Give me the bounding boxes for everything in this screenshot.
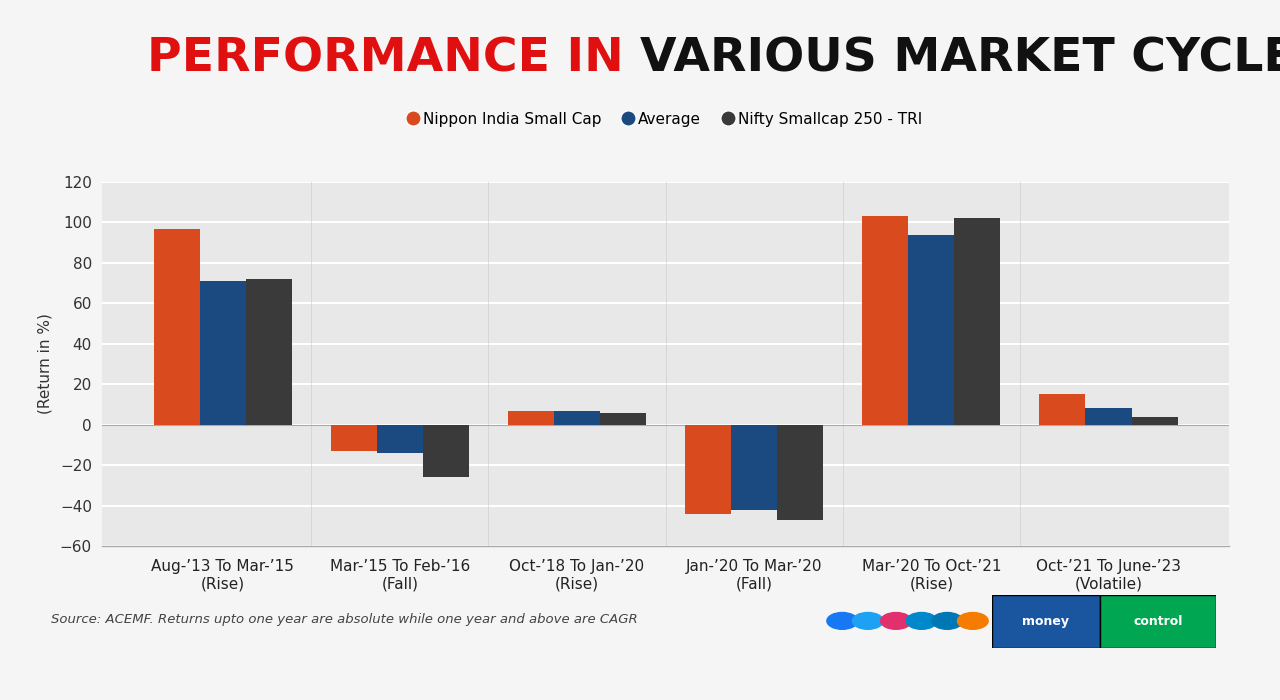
- Bar: [731, 425, 777, 510]
- Bar: [508, 410, 554, 425]
- Bar: [422, 425, 468, 477]
- Legend: Nippon India Small Cap, Average, Nifty Smallcap 250 - TRI: Nippon India Small Cap, Average, Nifty S…: [403, 106, 928, 133]
- Bar: [1085, 409, 1132, 425]
- Bar: [955, 218, 1001, 425]
- Text: PERFORMANCE IN: PERFORMANCE IN: [147, 37, 640, 82]
- Bar: [777, 425, 823, 519]
- FancyBboxPatch shape: [992, 595, 1100, 648]
- Bar: [376, 425, 422, 453]
- Text: control: control: [1133, 615, 1183, 628]
- Y-axis label: (Return in %): (Return in %): [38, 314, 52, 414]
- Bar: [154, 228, 200, 425]
- Text: VARIOUS MARKET CYCLES: VARIOUS MARKET CYCLES: [640, 37, 1280, 82]
- Bar: [246, 279, 292, 425]
- Bar: [909, 234, 955, 425]
- Bar: [600, 412, 646, 425]
- FancyBboxPatch shape: [1100, 595, 1216, 648]
- Bar: [685, 425, 731, 514]
- Bar: [200, 281, 246, 425]
- Text: Source: ACEMF. Returns upto one year are absolute while one year and above are C: Source: ACEMF. Returns upto one year are…: [51, 613, 637, 626]
- Text: money: money: [1023, 615, 1069, 628]
- Bar: [1132, 416, 1178, 425]
- Bar: [1039, 394, 1085, 425]
- Bar: [330, 425, 376, 451]
- Bar: [863, 216, 909, 425]
- Bar: [554, 410, 600, 425]
